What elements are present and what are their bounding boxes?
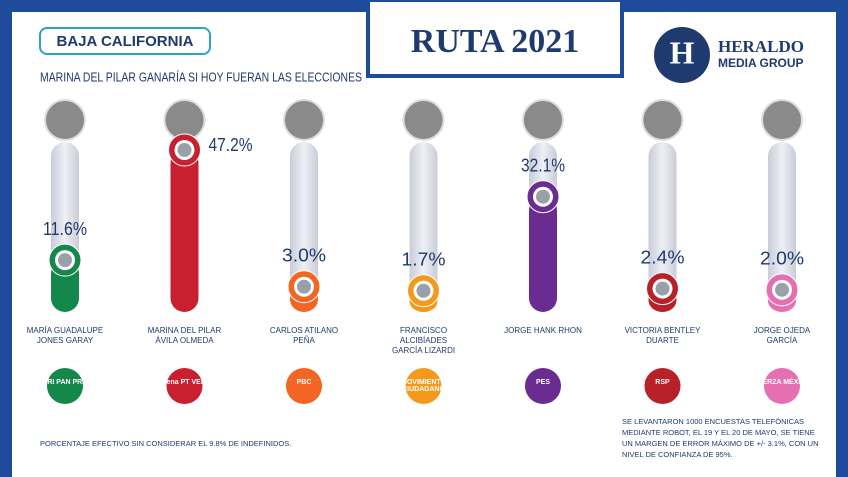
avatar (522, 99, 564, 141)
value-label: 32.1% (521, 155, 565, 175)
knob-core (297, 279, 311, 294)
knob-core (177, 143, 192, 157)
party-label: FUERZA MÉXICO (753, 379, 811, 386)
value-label: 11.6% (43, 219, 87, 239)
party-label: PES (535, 379, 550, 386)
value-label: 2.4% (641, 247, 685, 267)
avatar (44, 99, 86, 141)
value-label: 2.0% (760, 249, 804, 269)
avatar (761, 99, 803, 141)
party-label: MOVIMIENTO CIUDADANO (401, 379, 446, 393)
avatar (402, 99, 445, 141)
value-label: 47.2% (209, 135, 253, 155)
publisher-logo (654, 27, 710, 83)
party-label: PBC (296, 379, 312, 386)
track (768, 142, 796, 312)
x-tick-label: JORGE HANK RHON (504, 326, 582, 335)
brand-box (366, 0, 624, 78)
party-logo (166, 368, 203, 404)
bar (170, 150, 199, 312)
avatar (283, 99, 325, 141)
publisher-sub: MEDIA GROUP (718, 56, 804, 70)
chart-title: BAJA CALIFORNIA (57, 33, 194, 50)
party-label: morena PT VERDE (153, 379, 216, 386)
knob-core (536, 189, 550, 204)
x-tick-label: CARLOS ATILANO PEÑA (269, 326, 339, 345)
chart-subtitle: MARINA DEL PILAR GANARÍA SI HOY FUERAN L… (40, 69, 362, 84)
brand: RUTA 2021 (411, 23, 579, 60)
x-tick-label: JORGE OJEDA GARCÍA (753, 326, 811, 345)
x-tick-label: FRANCISCO ALCIBÍADES GARCÍA LIZARDI (391, 326, 456, 355)
party-label: RSP (655, 379, 670, 386)
knob-core (58, 253, 72, 268)
x-tick-label: MARÍA GUADALUPE JONES GARAY (26, 326, 104, 345)
knob-core (655, 281, 670, 296)
party-logo (405, 368, 442, 404)
party-label: PRI PAN PRD (42, 379, 88, 386)
knob-core (416, 283, 431, 298)
bar (529, 196, 557, 312)
knob-core (775, 282, 789, 297)
track (409, 142, 438, 312)
note: PORCENTAJE EFECTIVO SIN CONSIDERAR EL 9.… (40, 439, 292, 448)
party-logo (47, 368, 83, 404)
x-tick-label: VICTORIA BENTLEY DUARTE (624, 326, 701, 345)
party-logo (644, 368, 681, 404)
track (648, 142, 677, 312)
source: SE LEVANTARON 1000 ENCUESTAS TELEFÓNICAS… (622, 417, 819, 459)
party-logo (764, 368, 800, 404)
publisher-logo-letter: H (670, 34, 695, 70)
x-tick-label: MARINA DEL PILAR ÁVILA OLMEDA (147, 326, 222, 345)
party-logo (525, 368, 561, 404)
value-label: 1.7% (402, 249, 446, 269)
value-label: 3.0% (282, 245, 326, 265)
publisher: HERALDO (718, 37, 804, 56)
party-logo (286, 368, 322, 404)
avatar (641, 99, 684, 141)
track (290, 142, 318, 312)
title-box (39, 27, 211, 55)
